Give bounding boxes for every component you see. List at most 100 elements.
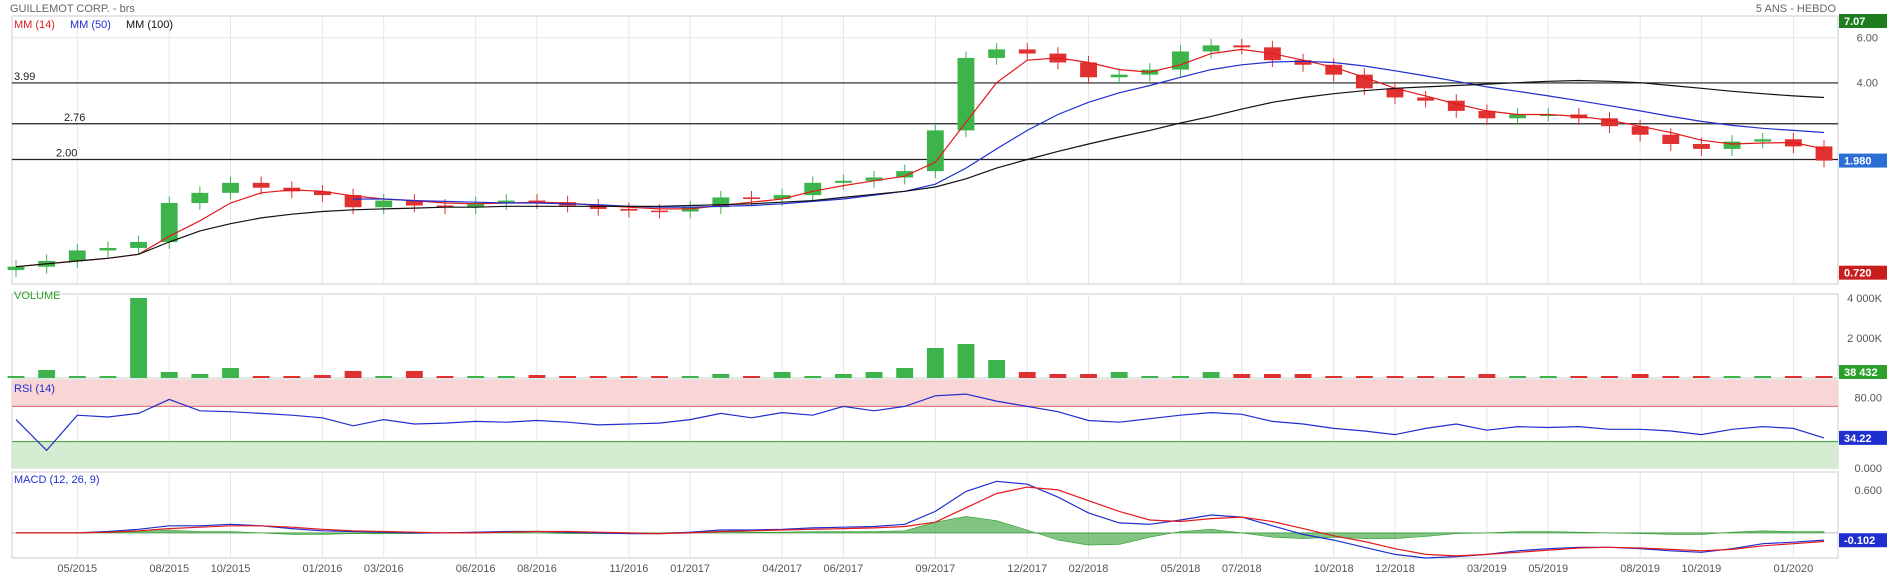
rsi-tick-label: 0.000 — [1854, 463, 1882, 475]
volume-bar — [1355, 376, 1373, 378]
x-tick-label: 10/2018 — [1314, 563, 1354, 575]
candle-body — [1202, 45, 1220, 52]
macd-last-badge-bg — [1839, 533, 1887, 548]
volume-bar — [1509, 376, 1526, 378]
volume-bar — [1815, 376, 1833, 378]
candle-body — [1172, 51, 1189, 70]
x-tick-label: 01/2016 — [303, 563, 343, 575]
candle-body — [651, 210, 668, 213]
volume-bar — [1172, 376, 1189, 378]
legend-ma14: MM (14) — [14, 19, 55, 31]
volume-bar — [1386, 376, 1404, 378]
level-label: 3.99 — [14, 71, 35, 83]
volume-bar — [1018, 372, 1036, 378]
volume-bar — [222, 368, 239, 378]
min-price-badge-bg — [1839, 265, 1887, 280]
volume-bar — [497, 376, 515, 378]
candle-body — [865, 177, 883, 181]
price-panel-frame — [11, 15, 1839, 285]
volume-bar — [1784, 376, 1802, 378]
volume-bar — [651, 376, 668, 378]
volume-panel-label: VOLUME — [14, 290, 60, 302]
volume-bar — [1233, 374, 1251, 378]
candle-body — [1417, 97, 1435, 101]
candle-body — [1631, 126, 1649, 135]
volume-bar — [926, 348, 944, 378]
candle-body — [1386, 88, 1404, 98]
candle-body — [1110, 74, 1128, 78]
volume-tick-label: 4 000K — [1847, 293, 1883, 305]
candle-body — [1692, 143, 1710, 149]
candle-body — [1080, 62, 1097, 78]
volume-bar — [191, 374, 209, 378]
candle-body — [896, 171, 914, 178]
x-tick-label: 09/2017 — [915, 563, 955, 575]
volume-bar — [712, 374, 730, 378]
x-tick-label: 07/2018 — [1222, 563, 1262, 575]
rsi-line — [15, 393, 1825, 452]
x-tick-label: 05/2018 — [1161, 563, 1201, 575]
rsi-overbought-band — [12, 380, 1838, 407]
volume-bar — [1049, 374, 1067, 378]
candle-body — [1509, 114, 1526, 119]
volume-tick-label: 2 000K — [1847, 333, 1883, 345]
candle-body — [1723, 141, 1741, 149]
x-tick-label: 08/2016 — [517, 563, 557, 575]
volume-bar — [283, 376, 301, 378]
max-price-badge: 7.07 — [1844, 16, 1865, 28]
volume-bar — [1631, 374, 1649, 378]
candle-body — [7, 266, 25, 271]
last-price-badge-bg — [1839, 153, 1887, 168]
volume-bar — [589, 376, 607, 378]
candle-body — [405, 200, 423, 206]
candle-body — [743, 197, 760, 199]
volume-bar — [314, 375, 331, 378]
rsi-oversold-band — [12, 441, 1838, 468]
candle-body — [191, 192, 209, 204]
volume-bar — [896, 368, 914, 378]
volume-bar — [7, 376, 25, 378]
candle-body — [1325, 64, 1343, 75]
chart-title: GUILLEMOT CORP. - brs — [10, 3, 135, 15]
ma50-line — [353, 60, 1825, 208]
volume-bar — [436, 376, 454, 378]
volume-bar — [804, 376, 822, 378]
volume-bar — [1723, 376, 1741, 378]
candle-body — [957, 57, 975, 131]
volume-bar — [1662, 376, 1680, 378]
candle-body — [926, 130, 944, 172]
candle-body — [712, 197, 730, 208]
rsi-last-badge-bg — [1839, 430, 1887, 445]
x-tick-label: 05/2019 — [1528, 563, 1568, 575]
candle-body — [1662, 134, 1680, 144]
volume-bar — [743, 376, 760, 378]
macd-histogram — [15, 516, 1825, 546]
volume-bar — [865, 372, 883, 378]
candle-body — [1447, 100, 1465, 111]
candle-body — [773, 195, 791, 199]
x-tick-label: 08/2019 — [1620, 563, 1660, 575]
volume-last-badge-bg — [1839, 365, 1887, 379]
x-tick-label: 01/2017 — [670, 563, 710, 575]
macd-line — [16, 480, 1825, 559]
x-tick-label: 06/2017 — [824, 563, 864, 575]
volume-bar — [1080, 374, 1097, 378]
macd-panel-label: MACD (12, 26, 9) — [14, 474, 100, 486]
volume-bar — [1539, 376, 1557, 378]
volume-bar — [528, 375, 546, 378]
candle-body — [375, 200, 393, 208]
volume-bar — [38, 370, 56, 378]
candle-body — [528, 200, 546, 203]
volume-bar — [160, 372, 178, 378]
macd-signal-line — [16, 486, 1825, 557]
x-tick-label: 03/2016 — [364, 563, 404, 575]
volume-bar — [1141, 376, 1159, 378]
volume-bar — [1110, 372, 1128, 378]
candle-body — [222, 182, 239, 193]
volume-bar — [1570, 376, 1588, 378]
candle-body — [1539, 114, 1557, 117]
macd-last-badge: -0.102 — [1844, 535, 1875, 547]
candle-body — [1233, 45, 1251, 48]
candle-body — [252, 182, 270, 188]
